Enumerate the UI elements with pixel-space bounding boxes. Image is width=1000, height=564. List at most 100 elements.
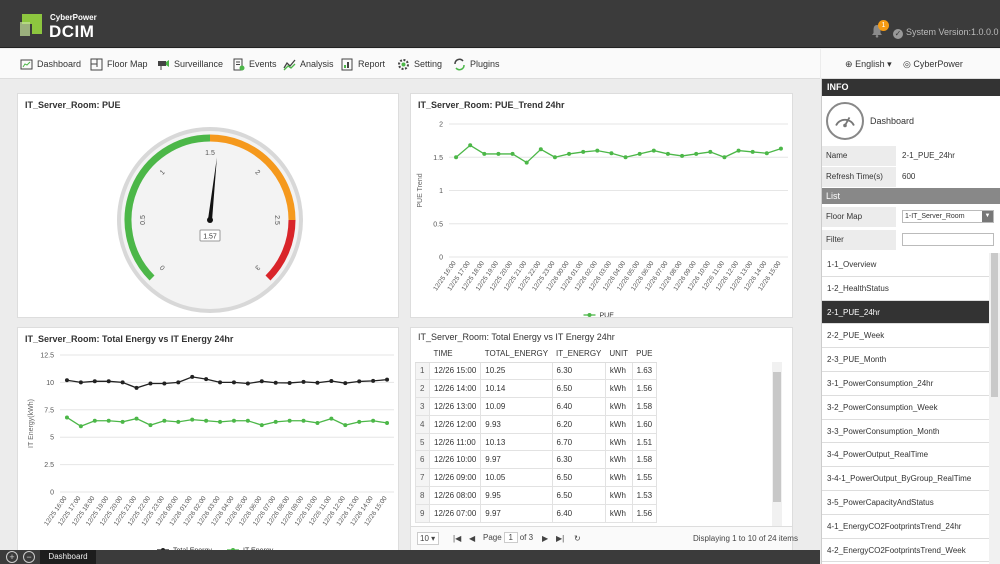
data-point — [301, 418, 306, 423]
events-icon — [233, 58, 245, 70]
page-label: Page — [483, 533, 502, 542]
nav-surveillance[interactable]: Surveillance — [157, 49, 223, 79]
scrollbar-thumb[interactable] — [991, 253, 998, 397]
data-point — [496, 151, 501, 156]
nav-setting[interactable]: Setting — [397, 49, 442, 79]
y-axis-label: IT Energy(kWh) — [28, 399, 35, 448]
table-cell: 12/26 10:00 — [428, 450, 482, 470]
energy-table-panel: IT_Server_Room: Total Energy vs IT Energ… — [410, 327, 798, 551]
dashboard-list-item[interactable]: 3-5_PowerCapacityAndStatus — [822, 491, 990, 515]
table-row[interactable]: 2 12/26 14:00 10.14 6.50 kWh 1.56 — [415, 379, 658, 399]
dashboard-list-item[interactable]: 2-1_PUE_24hr — [822, 300, 990, 325]
table-row[interactable]: 4 12/26 12:00 9.93 6.20 kWh 1.60 — [415, 414, 658, 434]
table-row[interactable]: 8 12/26 08:00 9.95 6.50 kWh 1.53 — [415, 486, 658, 505]
logo[interactable]: CyberPower DCIM — [18, 10, 102, 41]
data-point — [134, 385, 139, 390]
language-select[interactable]: ⊕ English ▾ — [845, 59, 892, 70]
gauge-tick-label: 2 — [253, 169, 261, 177]
pagination-bar: 10 ▾ |◀ ◀ Page 1 of 3 ▶ ▶| ↻ Displaying 1 … — [411, 526, 798, 550]
table-row[interactable]: 1 12/26 15:00 10.25 6.30 kWh 1.63 — [415, 361, 658, 381]
product-name: DCIM — [49, 22, 95, 41]
page-size-select[interactable]: 10 ▾ — [417, 532, 439, 545]
dashboard-list-item[interactable]: 1-2_HealthStatus — [822, 277, 990, 301]
table-scrollbar[interactable] — [772, 362, 782, 527]
nav-label: Plugins — [470, 59, 500, 69]
gauge-tick-label: 2.5 — [273, 215, 280, 225]
column-header[interactable]: IT_ENERGY — [552, 346, 606, 363]
bottom-tab-dashboard[interactable]: Dashboard — [40, 550, 96, 564]
dashboard-list-item[interactable]: 4-2_EnergyCO2FootprintsTrend_Week — [822, 539, 990, 563]
energy-table: TIME TOTAL_ENERGY IT_ENERGY UNIT PUE 1 12… — [415, 346, 774, 529]
column-header[interactable]: PUE — [632, 346, 657, 363]
nav-report[interactable]: Report — [341, 49, 385, 79]
legend-marker — [161, 548, 165, 550]
gauge-readout: 1.57 — [203, 234, 217, 241]
column-header[interactable]: TIME — [429, 346, 481, 363]
table-cell: 1.56 — [631, 379, 658, 399]
floor-map-icon — [90, 58, 103, 70]
data-point — [231, 418, 236, 423]
dashboard-list-item[interactable]: 3-4_PowerOutput_RealTime — [822, 443, 990, 468]
nav-dashboard[interactable]: Dashboard — [20, 49, 81, 79]
data-point — [231, 380, 236, 385]
data-point — [245, 381, 250, 386]
table-cell: 1.63 — [631, 361, 658, 381]
data-point — [162, 418, 167, 423]
prev-page-icon[interactable]: ◀ — [469, 534, 476, 543]
dashboard-icon — [20, 59, 33, 69]
dashboard-gauge-icon — [826, 102, 864, 140]
main-nav: Dashboard Floor Map Surveillance Events … — [0, 49, 820, 79]
column-header[interactable]: TOTAL_ENERGY — [480, 346, 553, 363]
gauge-needle — [207, 157, 217, 223]
gauge-tick-label: 0 — [159, 263, 167, 271]
column-header[interactable]: UNIT — [605, 346, 633, 363]
dashboard-list-item[interactable]: 3-4-1_PowerOutput_ByGroup_RealTime — [822, 467, 990, 491]
dashboard-list-item[interactable]: 3-2_PowerConsumption_Week — [822, 396, 990, 420]
table-row[interactable]: 7 12/26 09:00 10.05 6.50 kWh 1.55 — [415, 468, 658, 488]
nav-label: Report — [358, 59, 386, 69]
data-point — [204, 418, 209, 423]
table-cell: kWh — [604, 397, 633, 416]
page-input[interactable]: 1 — [503, 532, 518, 543]
scrollbar-thumb[interactable] — [773, 372, 781, 502]
table-cell: 9.97 — [480, 450, 553, 470]
table-cell: kWh — [604, 468, 633, 488]
dashboard-list-item[interactable]: 1-1_Overview — [822, 253, 990, 277]
table-row[interactable]: 6 12/26 10:00 9.97 6.30 kWh 1.58 — [415, 450, 658, 470]
legend-label: PUE — [600, 313, 615, 318]
add-icon[interactable]: + — [6, 551, 18, 563]
user-menu[interactable]: ◎ CyberPower — [903, 59, 963, 70]
last-page-icon[interactable]: ▶| — [556, 534, 565, 543]
remove-icon[interactable]: − — [23, 551, 35, 563]
y-tick-label: 2 — [439, 122, 443, 129]
table-row[interactable]: 5 12/26 11:00 10.13 6.70 kWh 1.51 — [415, 432, 658, 452]
nav-floor-map[interactable]: Floor Map — [90, 49, 148, 79]
logo-mark-icon — [20, 14, 42, 36]
filter-input[interactable] — [902, 233, 994, 246]
table-cell: 6.40 — [551, 503, 606, 523]
dashboard-list-item[interactable]: 3-1_PowerConsumption_24hr — [822, 372, 990, 396]
legend-marker — [231, 548, 235, 550]
dashboard-list-item[interactable]: 3-3_PowerConsumption_Month — [822, 420, 990, 444]
dashboard-list-item[interactable]: 4-1_EnergyCO2FootprintsTrend_24hr — [822, 515, 990, 539]
series-line — [455, 144, 782, 164]
nav-analysis[interactable]: Analysis — [283, 49, 334, 79]
dashboard-list-item[interactable]: 2-3_PUE_Month — [822, 348, 990, 372]
data-point — [148, 381, 153, 386]
next-page-icon[interactable]: ▶ — [542, 534, 549, 543]
first-page-icon[interactable]: |◀ — [453, 534, 462, 543]
table-row[interactable]: 3 12/26 13:00 10.09 6.40 kWh 1.58 — [415, 397, 658, 416]
dashboard-list-item[interactable]: 2-2_PUE_Week — [822, 324, 990, 349]
refresh-icon[interactable]: ↻ — [574, 534, 581, 543]
floor-map-select[interactable]: 1-IT_Server_Room ▼ — [902, 210, 994, 223]
data-point — [343, 423, 348, 428]
table-cell: 1.55 — [631, 468, 658, 488]
nav-events[interactable]: Events — [232, 49, 277, 79]
gear-icon — [398, 58, 409, 70]
table-row[interactable]: 9 12/26 07:00 9.97 6.40 kWh 1.56 — [415, 503, 658, 523]
list-scrollbar[interactable] — [989, 253, 1000, 564]
table-cell: 12/26 12:00 — [428, 414, 482, 434]
data-point — [120, 419, 125, 424]
notification-badge[interactable]: 1 — [878, 20, 889, 31]
nav-plugins[interactable]: Plugins — [453, 49, 500, 79]
